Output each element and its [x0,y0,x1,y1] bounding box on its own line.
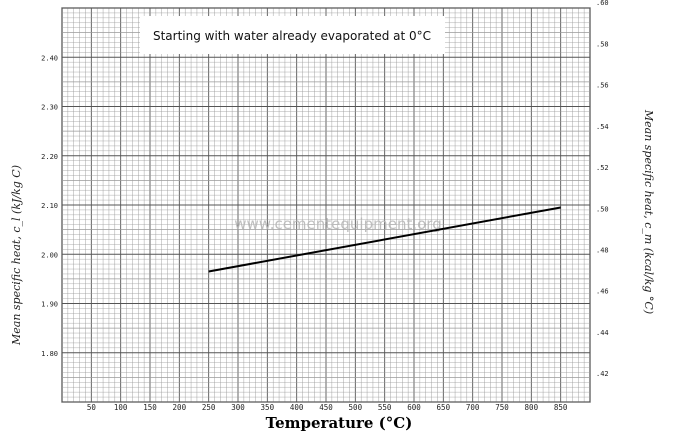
x-tick-label: 200 [173,403,187,412]
y-right-tick-label: .54 [596,123,609,131]
x-tick-label: 250 [202,403,216,412]
y-right-tick-label: .56 [596,82,609,90]
y-right-tick-label: .48 [596,246,609,254]
y-right-axis-label: Mean specific heat, c_m (kcal/kg °C) [642,109,655,314]
x-tick-label: 500 [349,403,363,412]
title-box [140,16,445,54]
x-ticks: 50 100 150 200 250 300 350 400 450 500 550 600 650 70… [87,403,568,412]
x-tick-label: 450 [319,403,333,412]
series-layer [208,206,561,273]
x-tick-label: 100 [114,403,128,412]
y-right-tick-label: .58 [596,40,609,48]
x-tick-label: 700 [466,403,480,412]
x-tick-label: 850 [554,403,568,412]
x-tick-label: 750 [495,403,509,412]
y-right-tick-label: .50 [596,205,609,213]
y-right-tick-label: .52 [596,164,609,172]
x-tick-label: 550 [378,403,392,412]
y-left-tick-label: 2.30 [41,104,58,112]
x-tick-label: 800 [525,403,539,412]
x-tick-label: 600 [407,403,421,412]
y-left-tick-label: 1.90 [41,301,58,309]
y-left-tick-label: 1.80 [41,350,58,358]
y-right-tick-label: .44 [596,329,609,337]
watermark: www.cementequipment.org [234,215,441,233]
y-left-tick-label: 2.10 [41,202,58,210]
y-left-tick-label: 2.20 [41,153,58,161]
y-left-ticks: 1.80 1.90 2.00 2.10 2.20 2.30 2.40 [41,54,58,358]
y-left-tick-label: 2.40 [41,54,58,62]
series-line [208,206,561,273]
y-right-tick-label: .42 [596,370,609,378]
y-right-tick-label: .46 [596,288,609,296]
y-left-tick-label: 2.00 [41,251,58,259]
y-right-ticks: .42 .44 .46 .48 .50 .52 .54 .56 .58 .60 [596,0,609,378]
chart-title: Starting with water already evaporated a… [153,29,431,43]
x-tick-label: 300 [231,403,245,412]
x-tick-label: 350 [261,403,275,412]
x-axis-label: Temperature (°C) [265,414,413,432]
y-left-axis-label: Mean specific heat, c_l (kJ/kg C) [10,165,23,346]
grid [61,7,591,403]
x-tick-label: 650 [437,403,451,412]
x-tick-label: 400 [290,403,304,412]
y-right-tick-label: .60 [596,0,609,7]
x-tick-label: 50 [87,403,97,412]
x-tick-label: 150 [143,403,157,412]
